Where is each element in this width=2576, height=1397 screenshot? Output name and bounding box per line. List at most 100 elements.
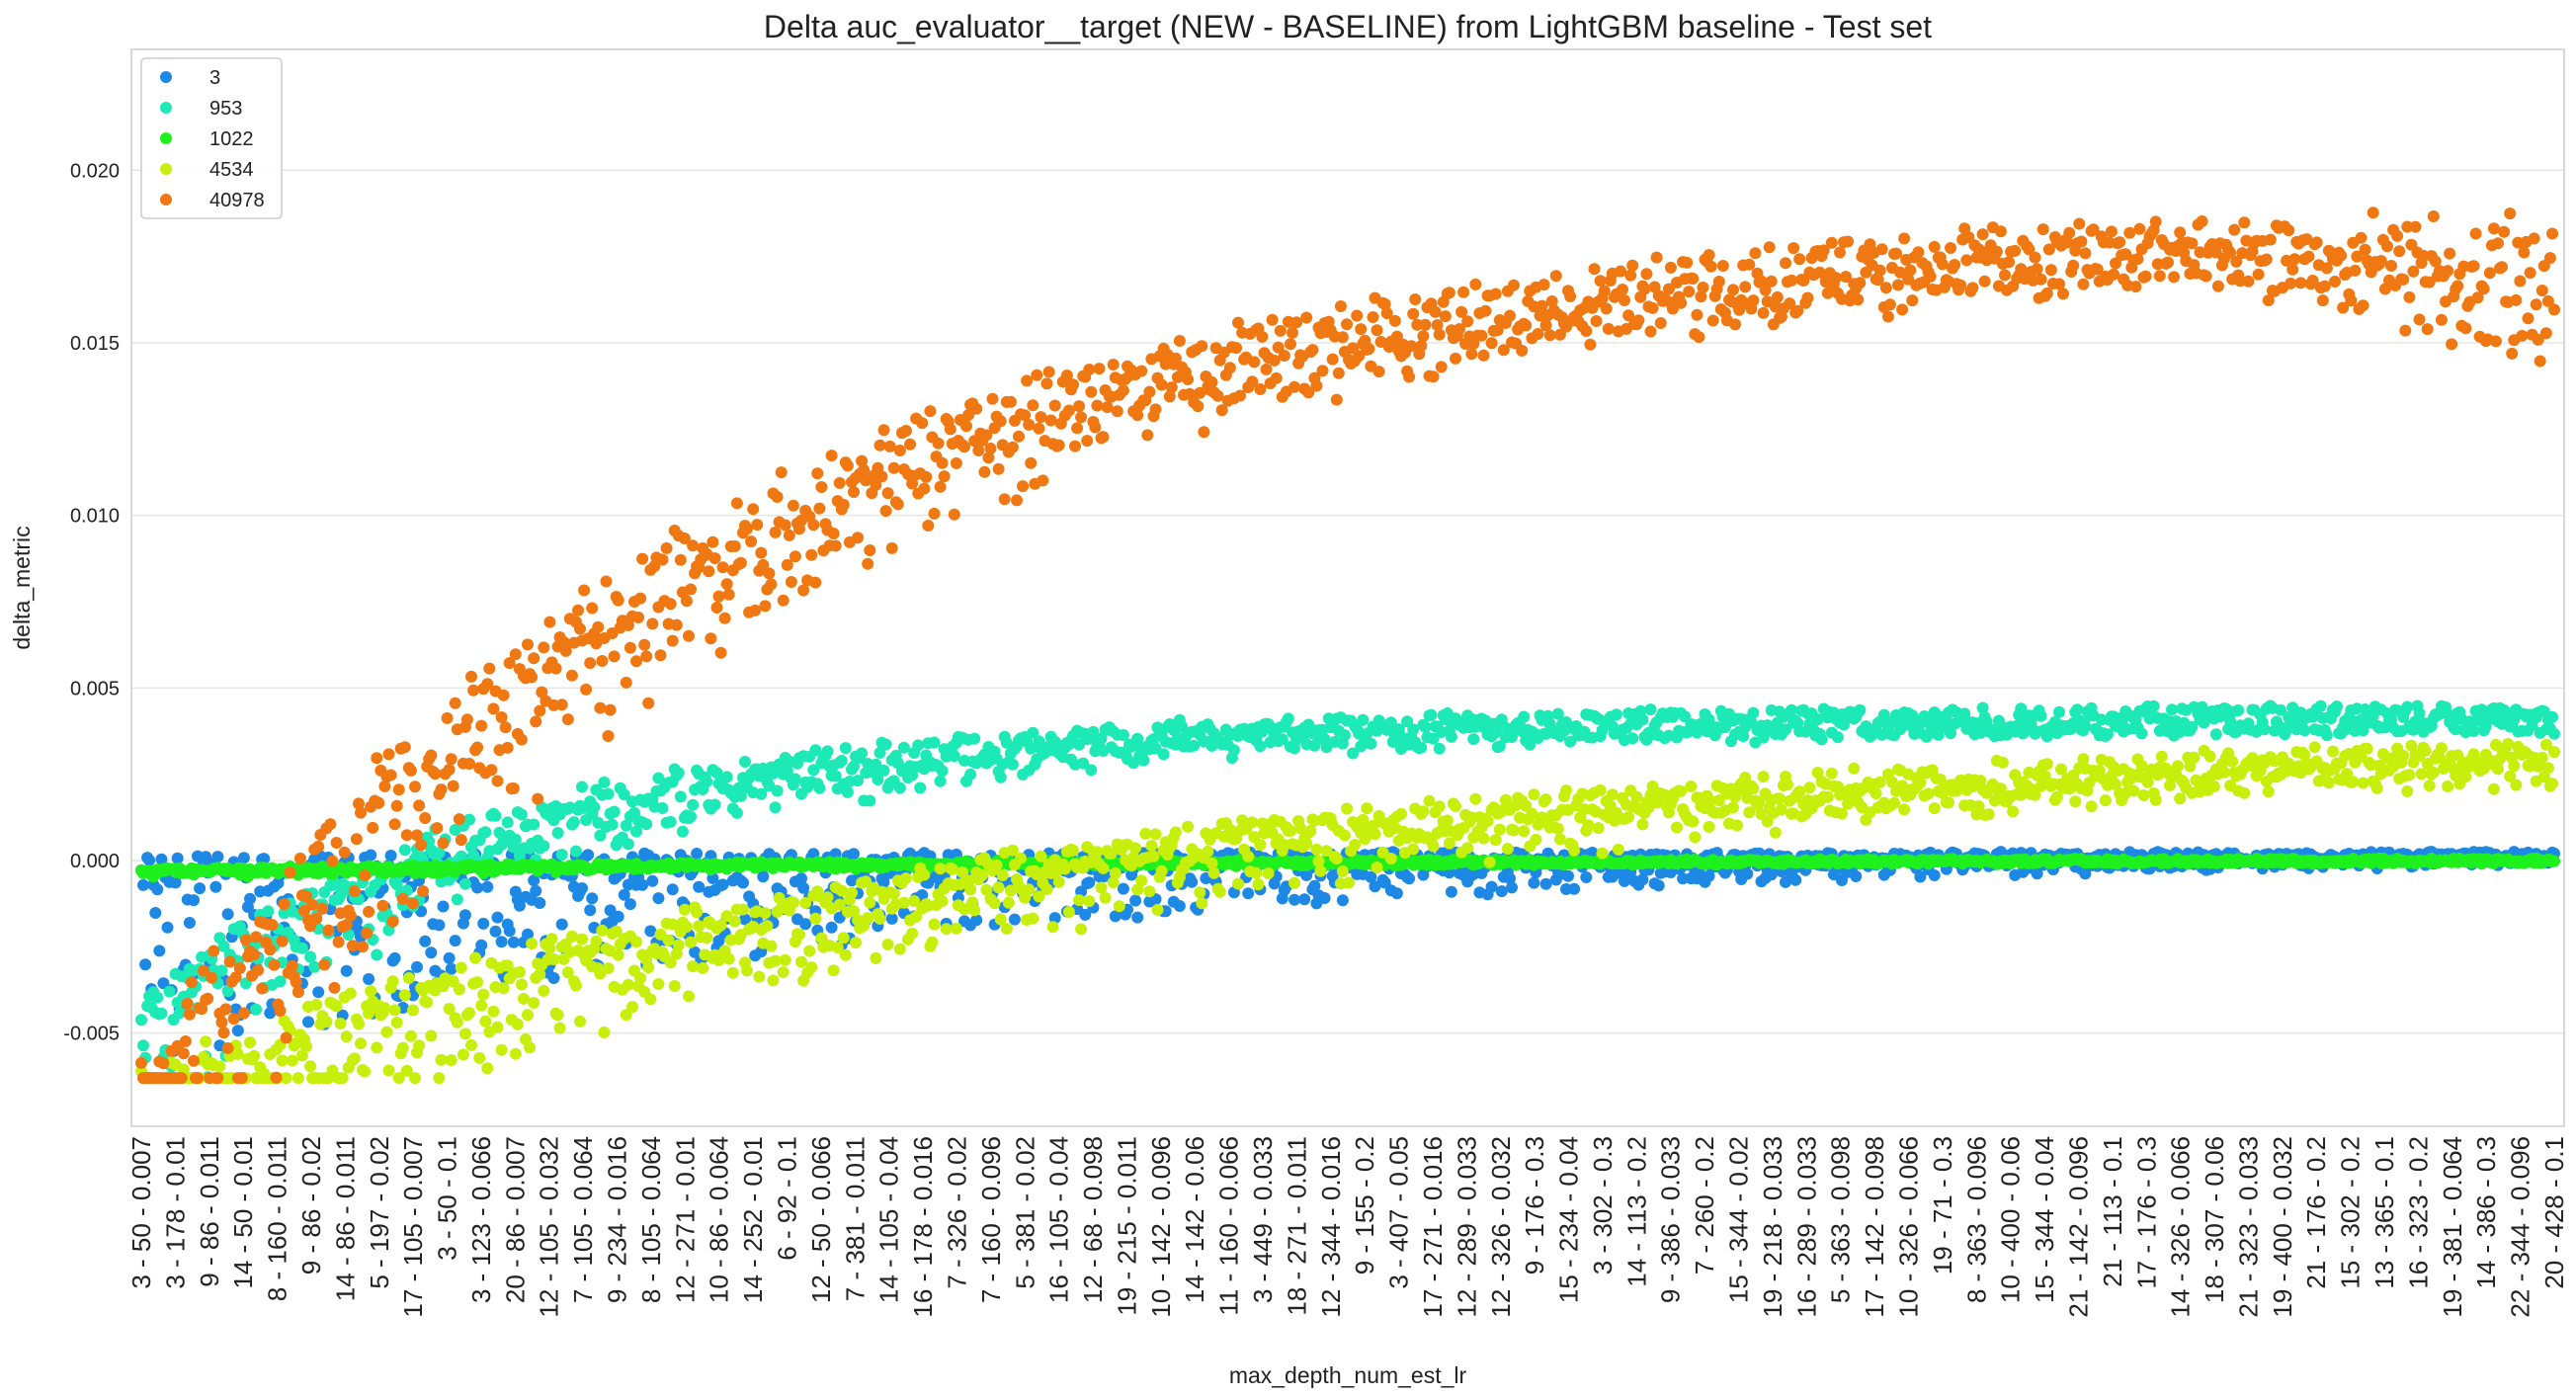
data-point <box>1254 740 1267 753</box>
data-point <box>685 810 697 823</box>
data-point <box>574 1015 586 1027</box>
data-point <box>310 998 323 1011</box>
data-point <box>1539 877 1552 890</box>
data-point <box>491 775 504 787</box>
data-point <box>934 775 947 787</box>
data-point <box>398 844 411 857</box>
data-point <box>602 962 615 974</box>
data-point <box>1062 906 1075 918</box>
data-point <box>357 941 369 953</box>
data-point <box>1312 855 1325 867</box>
data-point <box>415 839 428 852</box>
data-point <box>846 874 858 887</box>
data-point <box>1427 732 1440 745</box>
data-point <box>1703 820 1715 833</box>
data-point <box>1636 818 1649 831</box>
data-point <box>276 1054 289 1067</box>
data-point <box>1099 891 1112 904</box>
data-point <box>1025 742 1038 755</box>
data-point <box>1182 820 1195 833</box>
data-point <box>2502 738 2515 750</box>
data-point <box>2401 700 2414 713</box>
data-point <box>1687 815 1700 828</box>
data-point <box>1254 839 1267 852</box>
data-point <box>1898 803 1911 816</box>
data-point <box>528 997 540 1009</box>
data-point <box>1675 784 1688 797</box>
data-point <box>2401 784 2414 797</box>
data-point <box>183 917 196 929</box>
data-point <box>1932 728 1945 741</box>
data-point <box>712 935 725 947</box>
data-point <box>825 921 838 934</box>
data-point <box>1000 923 1013 935</box>
data-point <box>2361 742 2373 755</box>
data-point <box>1419 720 1432 733</box>
data-point <box>640 818 653 831</box>
data-point <box>1803 781 1816 794</box>
data-point <box>630 825 642 838</box>
data-point <box>2149 793 2162 806</box>
data-point <box>1139 827 1152 840</box>
data-point <box>1461 842 1474 855</box>
data-point <box>526 938 539 950</box>
data-point <box>312 840 325 853</box>
data-point <box>741 964 753 977</box>
data-point <box>620 819 632 832</box>
data-point <box>680 921 693 933</box>
data-point <box>365 849 377 862</box>
data-point <box>1186 875 1199 888</box>
data-point <box>411 960 423 973</box>
data-point <box>458 877 471 890</box>
data-point <box>445 1054 457 1066</box>
data-point <box>1928 802 1941 815</box>
data-point <box>864 896 876 909</box>
data-point <box>465 1038 477 1051</box>
data-point <box>2232 704 2245 716</box>
data-point <box>449 697 461 709</box>
data-point <box>322 924 335 937</box>
data-point <box>495 1043 508 1056</box>
data-point <box>1205 857 1218 869</box>
data-point <box>1027 726 1039 739</box>
data-point <box>1831 731 1844 744</box>
data-point <box>382 748 395 761</box>
data-point <box>386 915 399 928</box>
data-point <box>1143 885 1156 898</box>
data-point <box>2403 769 2416 781</box>
data-point <box>992 881 1005 894</box>
data-point <box>551 1009 564 1022</box>
data-point <box>1945 727 1956 740</box>
data-point <box>503 925 516 938</box>
data-point <box>968 904 981 917</box>
data-point <box>402 972 415 984</box>
data-point <box>1145 840 1158 853</box>
data-point <box>1481 815 1494 828</box>
data-point <box>386 975 399 988</box>
data-point <box>687 798 700 811</box>
data-point <box>846 886 858 899</box>
data-point <box>441 711 454 724</box>
data-point <box>302 1016 314 1028</box>
data-point <box>338 846 351 859</box>
data-point <box>1250 866 1263 879</box>
data-point <box>2172 760 2185 773</box>
data-point <box>445 962 457 975</box>
data-point <box>604 904 617 917</box>
data-point <box>1606 788 1619 801</box>
data-point <box>451 893 463 906</box>
data-point <box>367 821 379 834</box>
data-point <box>1361 802 1373 815</box>
data-point <box>455 834 467 847</box>
data-point <box>188 1054 200 1067</box>
data-point <box>644 925 657 938</box>
data-point <box>211 1072 224 1085</box>
data-point <box>646 874 659 887</box>
data-point <box>1524 738 1537 751</box>
data-point <box>547 972 560 984</box>
data-point <box>221 908 234 921</box>
data-point <box>1782 779 1793 790</box>
data-point <box>1825 767 1838 780</box>
data-point <box>1040 883 1053 895</box>
data-point <box>404 765 417 777</box>
